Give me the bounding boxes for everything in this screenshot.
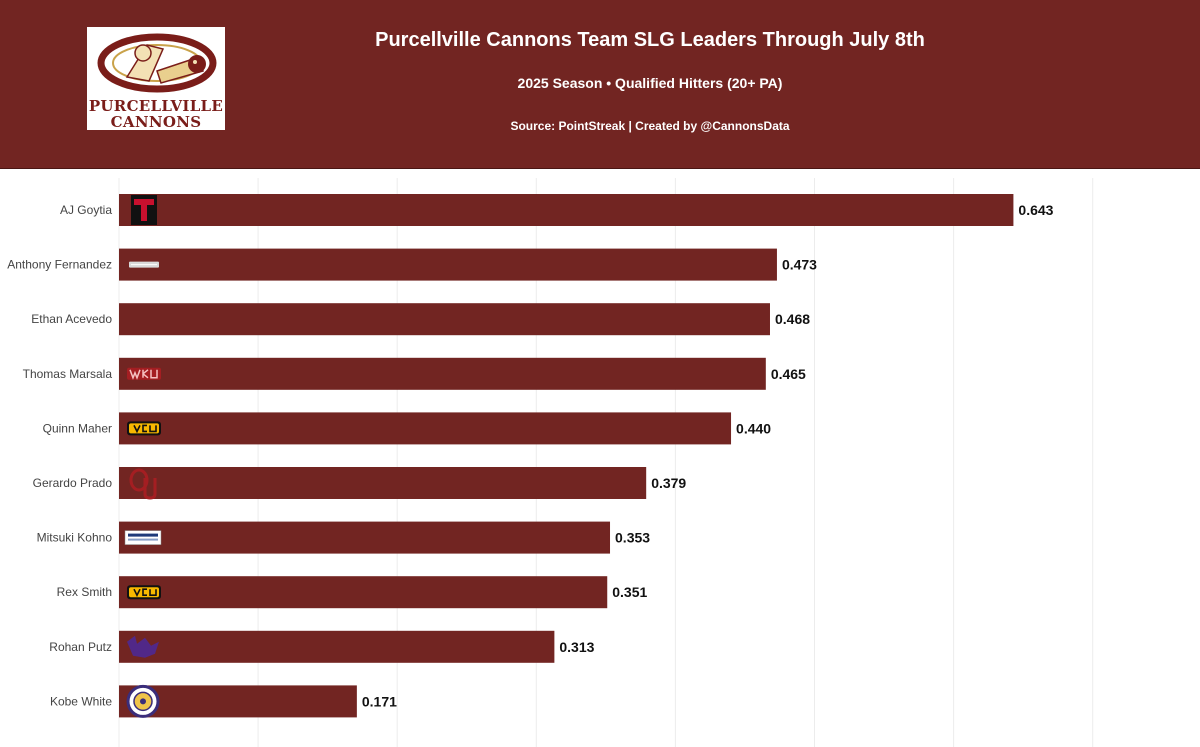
chart-caption: Source: PointStreak | Created by @Cannon…: [510, 119, 790, 133]
texas-tech-icon: [131, 195, 157, 225]
wku-icon: [127, 367, 161, 380]
vcu-icon: [127, 585, 161, 600]
chart-header: PURCELLVILLE CANNONS Purcellville Cannon…: [0, 0, 1200, 169]
logo-text-line1: PURCELLVILLE: [88, 97, 224, 115]
bar: [119, 521, 611, 554]
category-label: Anthony Fernandez: [7, 258, 112, 272]
st-johns-red-storm-icon: [129, 261, 159, 268]
bar: [119, 467, 647, 499]
chart-title: Purcellville Cannons Team SLG Leaders Th…: [375, 29, 925, 51]
bar: [119, 303, 770, 336]
bar: [119, 412, 732, 445]
bar: [119, 248, 777, 281]
johnson-icon: [124, 530, 162, 545]
category-label: Gerardo Prado: [33, 476, 113, 490]
chart-subtitle: 2025 Season • Qualified Hitters (20+ PA): [517, 75, 783, 91]
kansas-state-icon: [127, 635, 159, 658]
value-label: 0.465: [771, 366, 806, 382]
category-label: Quinn Maher: [43, 421, 112, 435]
value-label: 0.351: [612, 584, 647, 600]
category-label: Kobe White: [50, 694, 112, 708]
bar: [119, 630, 555, 663]
slg-bar-chart: AJ Goytia 0.643 Anthony Fernandez 0.473 Etha…: [7, 178, 1094, 747]
logo-text-line2: CANNONS: [110, 113, 202, 130]
value-label: 0.353: [615, 530, 650, 546]
category-label: Thomas Marsala: [23, 367, 113, 381]
bar: [119, 357, 766, 390]
value-label: 0.440: [736, 420, 771, 436]
cannon-logo-icon: [97, 33, 217, 93]
value-label: 0.379: [651, 475, 686, 491]
bar: [119, 576, 608, 609]
vcu-icon: [127, 421, 161, 436]
bar: [119, 194, 1014, 226]
category-label: Rohan Putz: [49, 640, 112, 654]
category-label: Mitsuki Kohno: [37, 531, 113, 545]
bars: AJ Goytia 0.643 Anthony Fernandez 0.473 Etha…: [7, 194, 1054, 718]
value-label: 0.468: [775, 311, 810, 327]
category-label: Rex Smith: [57, 585, 112, 599]
value-label: 0.473: [782, 257, 817, 273]
oklahoma-icon: [129, 468, 157, 500]
team-logo: PURCELLVILLE CANNONS: [87, 27, 225, 130]
category-label: Ethan Acevedo: [31, 312, 112, 326]
value-label: 0.643: [1018, 202, 1053, 218]
seal-icon: [126, 684, 160, 718]
value-label: 0.171: [362, 693, 397, 709]
value-label: 0.313: [559, 639, 594, 655]
category-label: AJ Goytia: [60, 203, 112, 217]
